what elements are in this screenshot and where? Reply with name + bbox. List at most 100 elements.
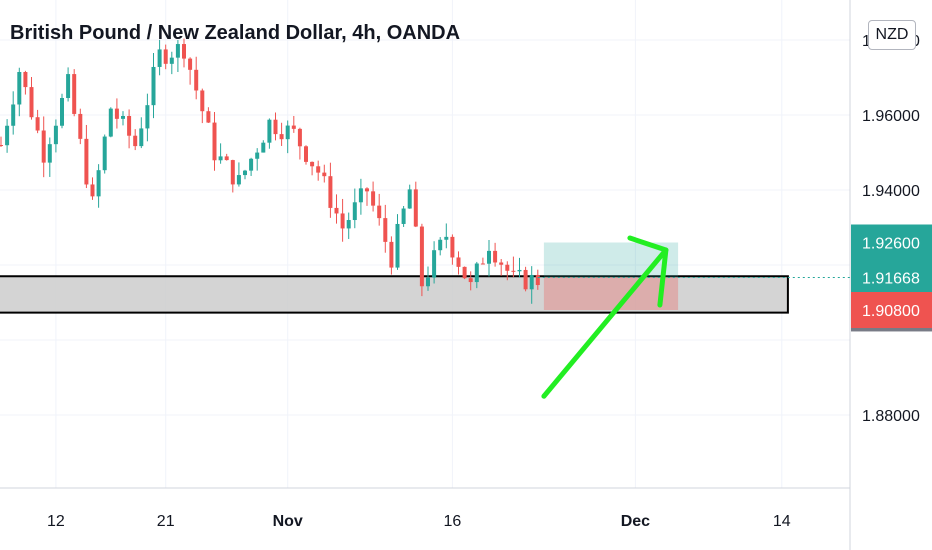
candle-body bbox=[419, 226, 424, 287]
candle-body bbox=[121, 116, 125, 119]
candle-body bbox=[267, 119, 272, 143]
candle-body bbox=[358, 188, 363, 203]
candle-body bbox=[291, 125, 296, 129]
candle-body bbox=[340, 213, 345, 229]
candle-body bbox=[236, 175, 241, 185]
candle-body bbox=[78, 113, 83, 139]
candle-body bbox=[212, 122, 217, 161]
candle-body bbox=[413, 189, 418, 227]
candle-body bbox=[297, 128, 302, 147]
candle-body bbox=[310, 161, 315, 167]
candle-body bbox=[102, 136, 107, 171]
candle-body bbox=[5, 125, 10, 146]
time-tick-label: 12 bbox=[47, 513, 65, 530]
candle-body bbox=[72, 74, 77, 114]
time-tick-label: 14 bbox=[773, 513, 791, 530]
candle-body bbox=[285, 125, 290, 140]
price-badge-target bbox=[851, 224, 932, 261]
loss-zone bbox=[543, 277, 679, 310]
price-badge-label-stop: 1.90800 bbox=[862, 303, 920, 320]
candle-body bbox=[383, 218, 388, 242]
candle-body bbox=[529, 274, 534, 290]
candle-body bbox=[157, 49, 162, 67]
candle-body bbox=[444, 236, 449, 240]
price-badge-current bbox=[851, 259, 932, 296]
time-tick-label: 21 bbox=[157, 513, 175, 530]
candle-body bbox=[84, 138, 89, 185]
price-badge-stop bbox=[851, 292, 932, 328]
candle-body bbox=[365, 188, 369, 192]
candle-body bbox=[352, 202, 357, 221]
candle-body bbox=[230, 160, 235, 185]
candle-body bbox=[328, 176, 333, 208]
candle-body bbox=[346, 220, 351, 229]
candle-body bbox=[224, 156, 229, 161]
candle-body bbox=[426, 277, 430, 287]
candle-body bbox=[11, 104, 16, 126]
candle-body bbox=[66, 74, 71, 99]
candle-body bbox=[114, 108, 119, 119]
candle-body bbox=[133, 135, 138, 147]
candle-body bbox=[96, 170, 101, 197]
candle-body bbox=[139, 128, 144, 147]
up-arrow-shaft bbox=[541, 247, 669, 399]
candle-body bbox=[493, 250, 498, 263]
candle-body bbox=[249, 158, 254, 171]
candle-body bbox=[304, 146, 308, 162]
candle-body bbox=[218, 156, 223, 161]
candle-body bbox=[316, 166, 321, 173]
candle-body bbox=[194, 69, 199, 91]
candle-body bbox=[395, 223, 400, 268]
candle-body bbox=[438, 239, 443, 251]
candle-body bbox=[334, 207, 339, 214]
candle-body bbox=[163, 49, 168, 64]
candle-body bbox=[480, 263, 485, 265]
time-tick-label: Dec bbox=[621, 513, 650, 530]
candle-body bbox=[279, 134, 284, 140]
candle-body bbox=[90, 184, 95, 197]
time-tick-label: Nov bbox=[273, 513, 303, 530]
candle-body bbox=[188, 58, 193, 70]
candle-body bbox=[182, 44, 186, 59]
candle-body bbox=[535, 274, 540, 286]
candle-body bbox=[17, 72, 22, 105]
candle-body bbox=[127, 116, 132, 136]
candle-body bbox=[377, 205, 382, 219]
price-tick-label: 1.94000 bbox=[862, 183, 920, 200]
candle-body bbox=[499, 262, 504, 265]
candle-body bbox=[322, 172, 327, 177]
candle-body bbox=[450, 236, 455, 258]
candle-body bbox=[432, 250, 437, 278]
candle-body bbox=[206, 111, 211, 123]
candle-body bbox=[35, 117, 40, 131]
candle-body bbox=[474, 263, 479, 283]
candle-body bbox=[407, 189, 412, 209]
candle-body bbox=[200, 90, 205, 112]
support-zone bbox=[0, 275, 789, 314]
candle-body bbox=[53, 125, 58, 145]
price-tick-label: 1.88000 bbox=[862, 408, 920, 425]
candle-body bbox=[401, 208, 406, 224]
chart-title: British Pound / New Zealand Dollar, 4h, … bbox=[10, 22, 461, 44]
candle-body bbox=[371, 191, 376, 206]
up-arrow-head bbox=[627, 235, 669, 308]
candle-body bbox=[517, 269, 522, 272]
currency-badge[interactable]: NZD bbox=[868, 20, 916, 50]
price-badge-label-target: 1.92600 bbox=[862, 236, 920, 253]
price-badge-label-current: 1.91668 bbox=[862, 270, 920, 287]
candle-body bbox=[23, 72, 28, 88]
candles bbox=[0, 38, 540, 304]
candle-body bbox=[151, 66, 156, 106]
candle-body bbox=[505, 264, 510, 271]
price-tick-label: 1.96000 bbox=[862, 108, 920, 125]
candle-body bbox=[389, 241, 394, 268]
candle-body bbox=[0, 145, 3, 146]
candle-body bbox=[41, 130, 46, 163]
candle-body bbox=[261, 142, 266, 153]
candle-body bbox=[29, 87, 34, 118]
candle-body bbox=[487, 250, 491, 264]
candle-body bbox=[273, 119, 278, 135]
candle-body bbox=[145, 105, 150, 129]
candle-body bbox=[511, 270, 516, 272]
